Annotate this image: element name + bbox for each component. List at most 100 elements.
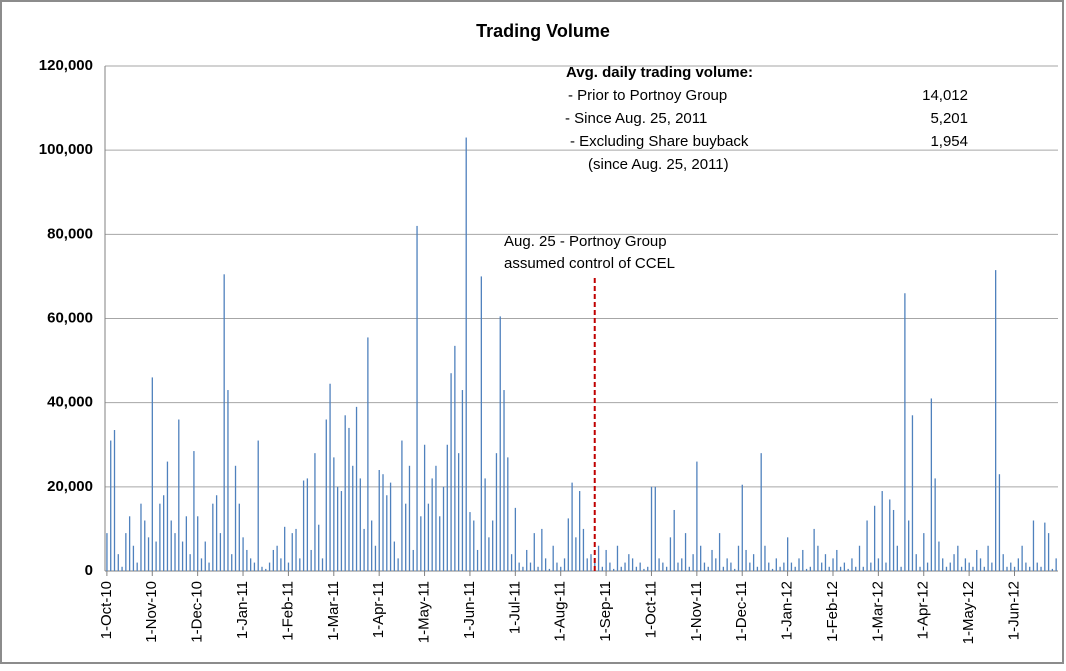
bar [302,480,305,571]
bar [1013,566,1016,571]
bar [942,558,944,571]
bar [813,528,815,571]
bar [125,533,127,571]
x-tick-label: 1-Mar-11 [325,581,342,641]
x-tick-label: 1-Dec-11 [733,581,750,642]
bar [1032,520,1035,571]
bar [926,562,929,571]
bar [510,554,513,571]
bar [128,516,131,571]
bar [423,444,426,571]
bar [242,537,244,571]
bar [147,537,150,571]
bar [858,545,861,571]
bar [405,503,407,571]
bar [132,545,135,571]
bar [537,566,539,571]
bar [446,444,448,571]
bar [340,491,343,571]
bar [386,495,388,571]
bar [397,558,399,571]
bar [726,558,728,571]
bar [979,558,982,571]
bar [246,549,248,571]
bar [601,566,603,571]
x-tick-label: 1-Jun-12 [1005,581,1022,640]
bar [389,482,392,571]
bar [862,566,864,571]
bar [374,545,377,571]
bar [575,537,577,571]
bar [499,316,501,571]
bar [526,549,528,571]
bar [1002,554,1004,571]
bar [749,562,751,571]
bar [439,516,441,571]
bar [930,398,933,571]
bar [567,518,569,571]
info-value: 14,012 [922,87,968,104]
bar [503,390,505,571]
bar [889,499,891,571]
bar [741,484,743,571]
bar [1006,566,1008,571]
y-tick-label: 120,000 [39,57,93,74]
bar [265,568,267,571]
info-label: - Prior to Portnoy Group [568,87,727,104]
bar [613,568,615,571]
bar [998,474,1001,571]
bar [586,558,588,571]
info-heading: Avg. daily trading volume: [566,64,753,81]
bar [836,549,838,571]
bar [768,562,770,571]
bar [620,566,622,571]
bar [658,558,660,571]
bar [805,568,808,571]
bar [465,137,467,571]
bar [628,554,630,571]
bar [624,562,626,571]
bar [1051,568,1054,571]
bar [563,558,566,571]
bar [1040,566,1042,571]
bar [1010,562,1012,571]
bar [295,528,297,571]
x-tick-label: 1-Oct-11 [642,581,659,638]
bar [431,478,433,571]
x-tick-label: 1-Mar-12 [869,581,886,642]
bar [544,558,547,571]
bar [938,541,940,571]
bar [908,520,910,571]
bar [707,566,709,571]
bar [718,533,721,571]
bar [299,558,301,571]
bar [450,373,452,571]
bar [688,566,690,571]
bar [151,377,153,571]
bar [987,545,989,571]
x-tick-label: 1-Dec-10 [189,581,206,643]
bar [412,549,414,571]
bar [662,562,664,571]
bar [212,503,214,571]
bar [972,566,974,571]
bar [654,486,656,571]
bar [752,554,755,571]
bar [737,545,740,571]
bar [1047,533,1050,571]
bar [847,568,849,571]
bar [321,558,324,571]
bar [696,461,698,571]
x-tick-label: 1-Feb-11 [279,581,296,641]
bar [764,545,766,571]
bar [318,524,320,571]
bar [669,537,672,571]
bar [227,390,229,571]
bar [261,566,263,571]
bar [234,465,237,571]
bar [427,503,430,571]
bar [703,562,706,571]
bar [711,549,713,571]
bar [1044,522,1046,571]
